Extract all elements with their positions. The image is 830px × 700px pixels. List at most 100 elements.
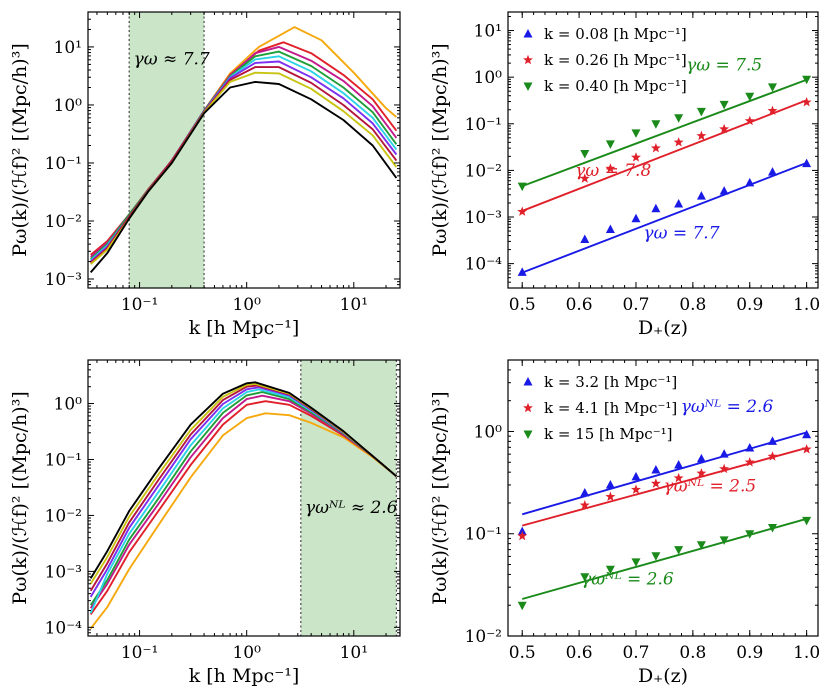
y-tick-label: 10⁻¹ [465,525,502,545]
data-point [631,484,641,494]
y-tick-label: 10⁻¹ [45,450,82,470]
data-point [767,524,777,533]
legend-marker [523,54,533,65]
data-point [744,457,755,467]
x-tick-label: 1.0 [793,643,820,663]
data-point [517,182,527,192]
data-point [651,465,661,474]
y-tick-label: 10⁰ [474,422,503,442]
y-tick-label: 10¹ [474,22,502,42]
data-point [673,472,684,483]
plot-area [517,75,812,276]
data-point [673,137,684,147]
legend-marker [523,82,533,91]
y-tick-label: 10⁻³ [45,562,82,582]
data-point [605,163,616,173]
data-point [744,115,755,126]
y-tick-label: 10⁻² [45,506,82,526]
data-point [696,468,707,478]
legend: k = 3.2 [h Mpc⁻¹] k = 4.1 [h Mpc⁻¹] k = 15… [523,373,677,443]
data-point [696,130,707,141]
data-point [631,129,641,138]
data-point [579,500,590,510]
data-point [802,75,812,85]
fit-line [521,431,807,516]
data-point [517,267,527,276]
data-point [605,479,615,489]
annotation-gamma: γω = 7.7 [643,223,719,243]
data-point [580,488,590,497]
y-tick-label: 10⁻³ [465,208,502,228]
x-tick-label: 10¹ [340,643,368,663]
data-point [605,140,615,149]
axes-frame [507,11,819,289]
data-point [651,203,661,213]
annotation-gamma: γω = 7.8 [575,161,651,181]
x-tick-label: 0.8 [679,643,706,663]
annotation-gamma: γωᴺᴸ ≈ 2.6 [305,498,398,518]
y-tick-label: 10⁻² [465,161,502,181]
data-point [674,114,684,123]
x-tick-label: 0.6 [566,295,593,315]
x-tick-label: 10⁰ [232,643,261,663]
data-point [517,206,528,216]
data-point [767,105,778,115]
fit-line [521,447,807,527]
plot-area [517,429,812,611]
data-point [801,444,812,454]
y-tick-label: 10⁰ [54,96,83,116]
legend-label: k = 15 [h Mpc⁻¹] [544,425,672,443]
x-axis-label: k [h Mpc⁻¹] [189,665,300,687]
data-point [580,150,590,159]
plot-area [89,360,398,636]
y-axis-label: Pω(k)/(ℋf)² [(Mpc/h)³] [429,391,451,604]
y-tick-label: 10⁻² [465,627,502,647]
annotation-gamma: γωᴺᴸ = 2.5 [664,476,757,496]
data-point [767,167,777,176]
shaded-region [129,12,205,288]
x-tick-label: 10¹ [340,295,368,315]
data-point [696,541,706,550]
axes-frame [507,359,819,637]
y-tick-label: 10⁻¹ [465,115,502,135]
data-point [802,429,812,439]
data-point [580,573,590,582]
panel-tl: 10⁻³ 10⁻² 10⁻¹ 10⁰ 10¹ 10⁻¹ 10⁰ 10¹ k [h Mpc⁻¹] P… [9,11,401,339]
axes-frame [87,359,401,637]
data-point [767,83,777,92]
x-tick-label: 0.5 [509,643,536,663]
y-tick-label: 10⁰ [54,395,83,415]
x-tick-label: 0.9 [736,295,763,315]
x-tick-label: 10⁰ [232,295,261,315]
data-point [767,436,777,445]
data-point [631,213,641,223]
series-line-z9 [89,80,398,274]
data-point [605,224,615,233]
x-tick-label: 0.9 [736,643,763,663]
annotation-gamma: γω = 7.5 [686,55,762,75]
fit-line [521,78,807,188]
y-tick-label: 10⁻² [45,212,82,232]
x-tick-label: 0.6 [566,643,593,663]
panel-bl: 10⁻⁴ 10⁻³ 10⁻² 10⁻¹ 10⁰ 10⁻¹ 10⁰ 10¹ k [h Mpc⁻¹]… [9,359,401,687]
x-axis-label: k [h Mpc⁻¹] [189,317,300,339]
data-point [719,100,729,110]
legend-label: k = 3.2 [h Mpc⁻¹] [544,373,677,391]
annotation-gamma: γω ≈ 7.7 [134,49,210,69]
x-tick-label: 10⁻¹ [121,643,158,663]
panel-tr: 10⁻⁴ 10⁻³ 10⁻² 10⁻¹ 10⁰ 10¹ 0.5 0.6 0.7 0.8 0.9 1.0… [429,11,820,339]
legend-marker [523,430,533,439]
data-point [674,546,684,555]
y-tick-label: 10⁻³ [45,270,82,290]
y-axis-label: Pω(k)/(ℋf)² [(Mpc/h)³] [429,43,451,256]
shaded-region [300,360,397,636]
y-axis-label: Pω(k)/(ℋf)² [(Mpc/h)³] [9,391,31,604]
data-point [631,152,641,162]
series-line-z9 [89,381,398,579]
y-tick-label: 10⁻⁴ [465,255,503,275]
data-point [650,142,661,153]
data-point [802,158,812,168]
fit-line [521,161,807,274]
data-point [719,463,730,474]
data-point [801,97,812,107]
